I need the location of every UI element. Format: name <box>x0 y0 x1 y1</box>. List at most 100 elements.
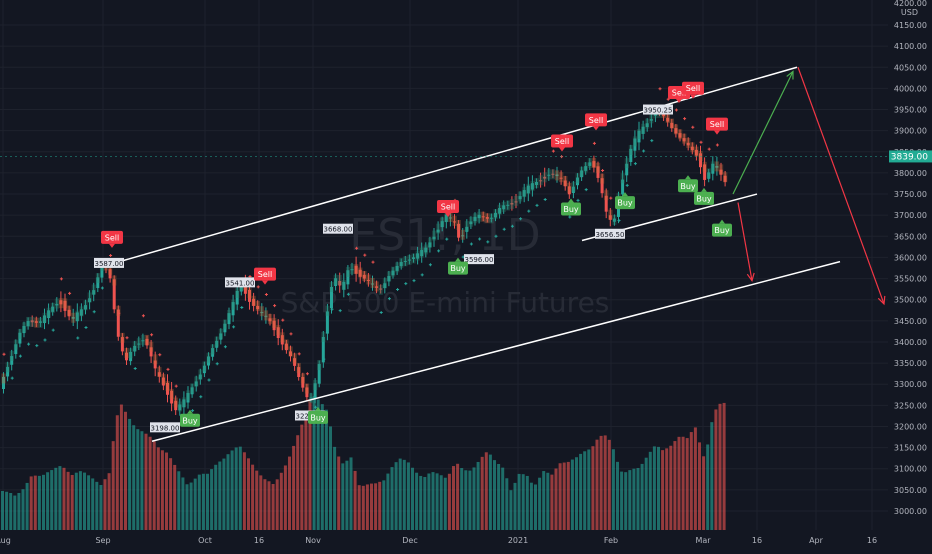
trend-ribbon-segment <box>452 215 457 226</box>
candle-body <box>284 343 288 351</box>
candle-body <box>301 377 305 388</box>
stop-marker <box>363 253 367 257</box>
trend-ribbon-segment <box>477 211 482 222</box>
candle-body <box>129 351 133 362</box>
sell-signal-pointer <box>593 126 599 131</box>
candle-body <box>252 298 256 306</box>
candle-body <box>260 312 264 314</box>
price-label-text: 3587.00 <box>95 260 124 268</box>
stop-marker <box>264 293 268 297</box>
x-tick-label: Feb <box>604 536 618 545</box>
trend-ribbon-segment <box>358 267 363 278</box>
candle-body <box>485 217 489 219</box>
trend-ribbon-segment <box>1 373 6 384</box>
stop-marker <box>699 140 703 144</box>
stop-marker <box>215 362 219 366</box>
y-tick-label: 3400.00 <box>894 338 927 347</box>
sell-signal-pointer <box>690 94 696 99</box>
volume-bar <box>665 448 669 530</box>
projection-arrows[interactable] <box>732 67 886 306</box>
trend-ribbon-segment <box>251 295 256 306</box>
trend-ribbon-segment <box>403 256 408 267</box>
time-axis[interactable]: Aug Sep Oct 16 Nov Dec 2021 Feb Mar 16 Apr 16 <box>0 536 877 545</box>
trend-ribbon-segment <box>427 237 433 248</box>
volume-bar <box>616 461 619 530</box>
candle-body <box>551 173 555 175</box>
candle-body <box>375 286 379 288</box>
volume-bar <box>587 449 591 530</box>
candle-body <box>30 320 34 323</box>
volume-bar <box>345 460 349 530</box>
volume-bar <box>669 445 673 530</box>
volume-bar <box>693 427 697 530</box>
volume-bar <box>66 471 70 530</box>
candle-body <box>432 236 436 240</box>
buy-signal-label: Buy <box>450 264 466 273</box>
volume-bar <box>189 482 193 530</box>
trend-ribbon-segment <box>284 339 289 350</box>
volume-bar <box>415 472 419 530</box>
trend-ribbon-segment <box>272 317 277 328</box>
volume-bar <box>259 475 263 530</box>
candle-body <box>305 387 309 398</box>
trend-ribbon-segment <box>678 129 683 140</box>
last-price-marker: 3839.00 <box>0 150 932 163</box>
trend-ribbon-segment <box>83 300 88 311</box>
trend-ribbon-segment <box>591 157 597 168</box>
candle-body <box>723 175 727 182</box>
y-tick-label: 3350.00 <box>894 359 927 368</box>
stop-marker <box>289 332 293 336</box>
y-tick-label: 3500.00 <box>894 296 927 305</box>
trend-ribbon-segment <box>550 169 556 180</box>
buy-signal-badge <box>615 196 635 210</box>
price-label-group: 3587.003541.003198.003226.003668.003596.… <box>94 104 673 433</box>
trend-ribbon-segment <box>391 266 396 277</box>
candle-body <box>120 337 124 352</box>
price-label-box <box>225 277 255 288</box>
candle-body <box>518 196 522 200</box>
volume-bar <box>74 472 78 530</box>
volume-bar <box>160 450 164 530</box>
candle-body <box>71 317 75 319</box>
trend-ribbon-segment <box>559 172 564 183</box>
candle-body <box>47 310 51 319</box>
trend-ribbon-segment <box>714 161 720 172</box>
volume-bar <box>132 425 136 530</box>
trend-ribbon-segment <box>444 211 449 222</box>
candle-body <box>334 278 338 286</box>
stop-marker <box>445 237 449 241</box>
stop-marker <box>141 314 145 318</box>
price-label-box <box>150 422 180 433</box>
trend-ribbon-segment <box>575 173 580 184</box>
trend-ribbon-segment <box>120 332 125 343</box>
candle-body <box>588 162 592 166</box>
volume-bar <box>464 470 468 530</box>
trend-ribbon-segment <box>608 209 613 220</box>
x-tick-label: Nov <box>305 536 321 545</box>
candle-body <box>407 259 411 261</box>
buy-signal-badge <box>561 202 581 216</box>
volume-bar <box>706 444 710 530</box>
volume-bar <box>312 396 316 530</box>
x-tick-label: 2021 <box>508 536 528 545</box>
trend-ribbon-segment <box>67 305 72 316</box>
trend-ribbon-segment <box>34 317 39 328</box>
stop-marker <box>420 273 424 277</box>
trend-ribbon-segment <box>95 273 100 284</box>
volume-bar <box>566 461 570 530</box>
price-axis[interactable]: 4200.00 USD 4150.00 4100.00 4050.00 4000.00… <box>888 0 932 550</box>
sell-signal-pointer <box>714 130 720 135</box>
trend-ribbon-segment <box>690 142 695 153</box>
candle-body <box>559 177 563 179</box>
trend-ribbon-segment <box>407 254 412 265</box>
volume-bar <box>124 411 127 530</box>
price-label-box <box>464 254 494 265</box>
sell-signal-pointer <box>109 243 115 248</box>
stop-marker <box>379 310 383 314</box>
candle-body <box>608 215 612 220</box>
trend-ribbon-segment <box>710 161 715 172</box>
volume-bar <box>575 457 578 530</box>
candle-body <box>399 262 403 267</box>
